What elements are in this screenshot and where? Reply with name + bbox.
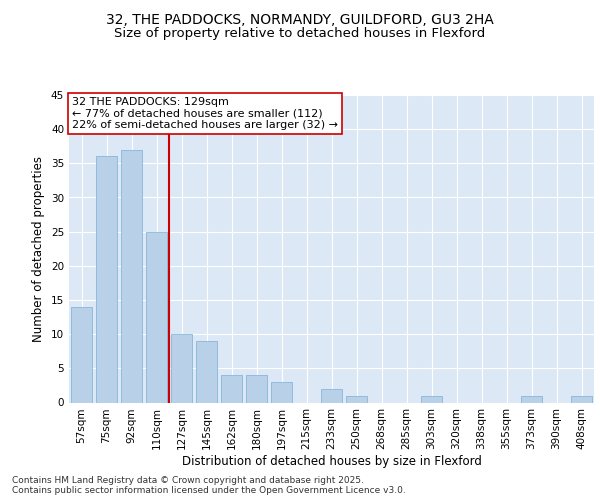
X-axis label: Distribution of detached houses by size in Flexford: Distribution of detached houses by size … [182,455,481,468]
Bar [196,341,217,402]
Bar [421,396,442,402]
Text: Size of property relative to detached houses in Flexford: Size of property relative to detached ho… [115,28,485,40]
Bar [221,375,242,402]
Bar [96,156,117,402]
Text: Contains HM Land Registry data © Crown copyright and database right 2025.
Contai: Contains HM Land Registry data © Crown c… [12,476,406,495]
Bar [321,389,342,402]
Bar [171,334,192,402]
Bar [121,150,142,402]
Text: 32 THE PADDOCKS: 129sqm
← 77% of detached houses are smaller (112)
22% of semi-d: 32 THE PADDOCKS: 129sqm ← 77% of detache… [71,96,338,130]
Text: 32, THE PADDOCKS, NORMANDY, GUILDFORD, GU3 2HA: 32, THE PADDOCKS, NORMANDY, GUILDFORD, G… [106,12,494,26]
Bar [71,307,92,402]
Bar [571,396,592,402]
Bar [146,232,167,402]
Y-axis label: Number of detached properties: Number of detached properties [32,156,46,342]
Bar [346,396,367,402]
Bar [271,382,292,402]
Bar [521,396,542,402]
Bar [246,375,267,402]
